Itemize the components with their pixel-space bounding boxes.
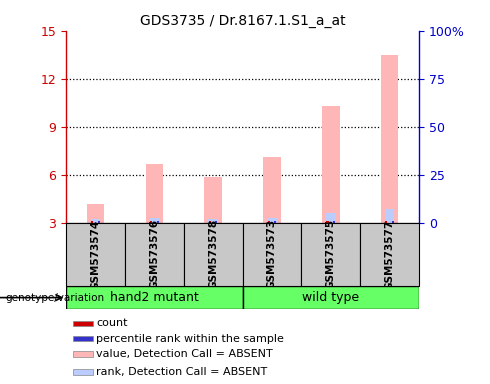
Bar — [301, 223, 360, 286]
Bar — [91, 219, 100, 223]
Text: count: count — [96, 318, 127, 328]
Text: value, Detection Call = ABSENT: value, Detection Call = ABSENT — [96, 349, 273, 359]
Bar — [385, 221, 388, 223]
Bar — [73, 351, 93, 357]
Text: genotype/variation: genotype/variation — [5, 293, 104, 303]
Bar — [326, 221, 329, 223]
Bar — [87, 204, 104, 223]
Bar — [146, 164, 163, 223]
Bar — [267, 218, 277, 223]
Bar — [268, 221, 270, 223]
Bar — [157, 221, 159, 223]
Bar — [333, 221, 335, 223]
Bar — [208, 219, 218, 223]
Bar — [66, 286, 243, 309]
Bar — [381, 55, 398, 223]
Bar — [73, 336, 93, 341]
Bar — [243, 223, 301, 286]
Bar — [274, 221, 276, 223]
Text: GSM573576: GSM573576 — [149, 219, 159, 290]
Bar — [360, 223, 419, 286]
Bar — [98, 221, 100, 223]
Text: GSM573575: GSM573575 — [326, 219, 336, 290]
Bar — [73, 369, 93, 375]
Text: percentile rank within the sample: percentile rank within the sample — [96, 334, 284, 344]
Bar — [91, 221, 93, 223]
Text: GSM573577: GSM573577 — [385, 219, 394, 290]
Bar — [322, 106, 340, 223]
Text: wild type: wild type — [302, 291, 359, 304]
Text: GSM573573: GSM573573 — [267, 219, 277, 290]
Bar — [263, 157, 281, 223]
Bar — [392, 221, 394, 223]
Text: GSM573574: GSM573574 — [91, 219, 100, 290]
Bar — [326, 213, 336, 223]
Bar — [150, 221, 152, 223]
Bar — [184, 223, 243, 286]
Text: rank, Detection Call = ABSENT: rank, Detection Call = ABSENT — [96, 367, 268, 377]
Bar — [204, 177, 222, 223]
Bar — [243, 286, 419, 309]
Text: hand2 mutant: hand2 mutant — [110, 291, 199, 304]
Bar — [73, 321, 93, 326]
Bar — [216, 221, 218, 223]
Bar — [385, 209, 394, 223]
Bar — [125, 223, 184, 286]
Bar — [66, 223, 125, 286]
Title: GDS3735 / Dr.8167.1.S1_a_at: GDS3735 / Dr.8167.1.S1_a_at — [140, 14, 345, 28]
Text: GSM573578: GSM573578 — [208, 219, 218, 290]
Bar — [149, 218, 159, 223]
Bar — [209, 221, 211, 223]
